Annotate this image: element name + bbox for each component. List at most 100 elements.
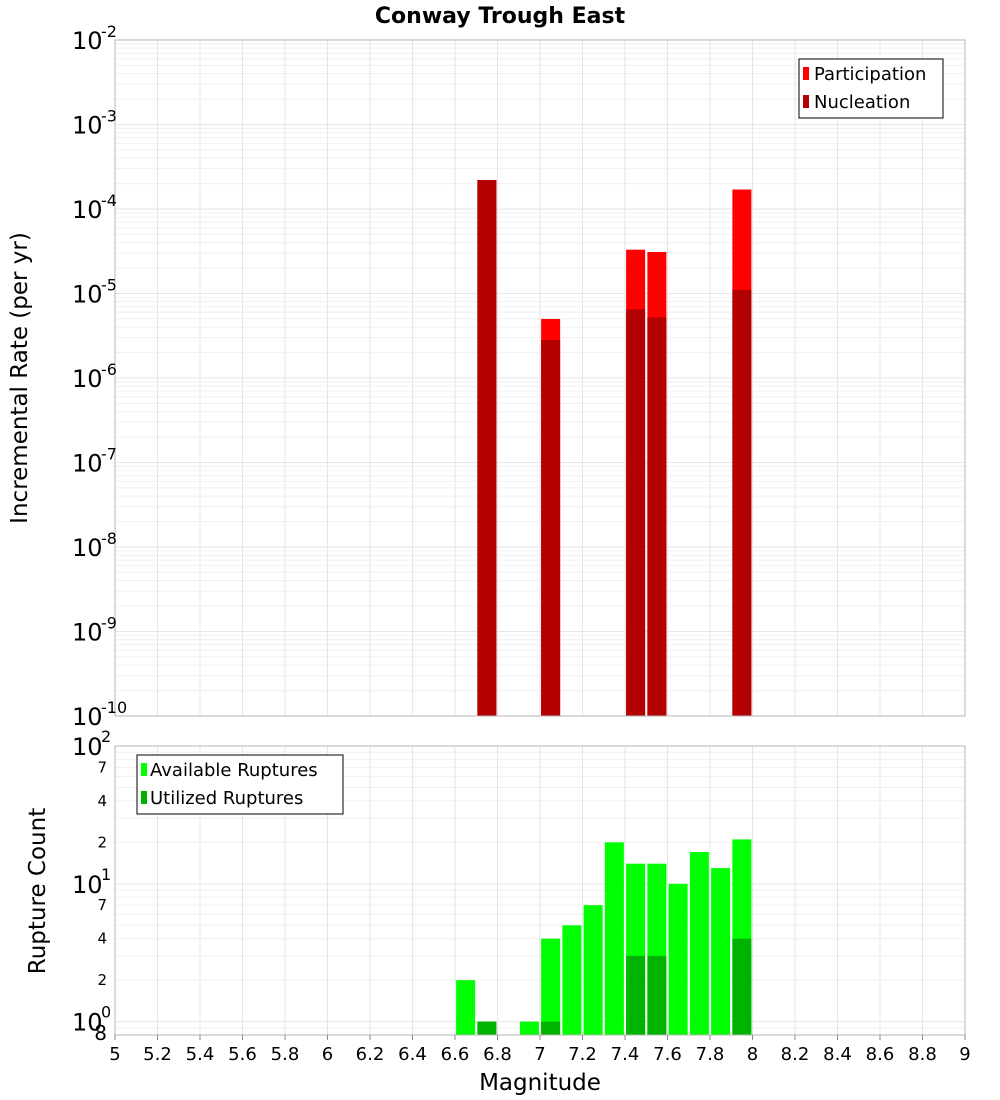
top-y-tick: 10-8 [72,529,117,562]
bar-available-ruptures [711,868,731,1035]
x-ticks: 5 5.2 5.4 5.6 5.8 6 6.2 6.4 6.6 6.8 7 7.2 7.4 7.6 7.8 8… [109,1035,971,1065]
top-y-tick: 10-4 [72,191,117,224]
bottom-y-major-tick: 100 [72,1003,111,1037]
top-y-tick: 10-5 [72,276,117,309]
x-tick-label: 8.8 [908,1044,937,1065]
bar-nucleation [626,309,646,716]
bottom-y-minor-tick-label: 7 [97,758,107,776]
x-tick-label: 7.8 [696,1044,725,1065]
top-y-tick-base: 10 [72,281,103,309]
bottom-y-tick-exponent: 2 [101,727,111,746]
bottom-y-tick-exponent: 0 [101,1003,111,1022]
top-y-tick: 10-10 [72,698,127,731]
chart-title: Conway Trough East [375,4,626,29]
bottom-legend: Available Ruptures Utilized Ruptures [136,754,344,815]
x-tick-label: 7.4 [611,1044,640,1065]
top-y-tick-base: 10 [72,534,103,562]
x-tick-label: 8.6 [866,1044,895,1065]
legend-label-nucleation: Nucleation [814,92,910,113]
x-tick-label: 6.6 [441,1044,470,1065]
top-y-tick: 10-3 [72,107,117,140]
bar-utilized-ruptures [541,1021,561,1035]
top-y-tick-base: 10 [72,112,103,140]
bar-available-ruptures [689,852,709,1035]
bar-utilized-ruptures [732,938,752,1035]
top-y-tick: 10-6 [72,360,117,393]
legend-swatch-participation [803,67,809,80]
bar-available-ruptures [668,883,688,1035]
x-tick-label: 8.4 [823,1044,852,1065]
top-y-tick-base: 10 [72,450,103,478]
bottom-bars [456,839,752,1035]
top-y-tick-exponent: -9 [101,614,117,633]
top-y-tick-base: 10 [72,196,103,224]
legend-label-utilized: Utilized Ruptures [150,788,303,809]
bar-nucleation [732,290,752,716]
x-tick-label: 7.2 [568,1044,597,1065]
bar-nucleation [541,340,561,716]
bar-available-ruptures [583,905,603,1035]
bottom-y-minor-tick-label: 8 [94,1021,107,1045]
bottom-y-minor-tick-label: 2 [97,833,107,851]
top-y-tick-exponent: -6 [101,360,117,379]
top-y-tick: 10-7 [72,445,117,478]
top-y-tick: 10-2 [72,22,117,55]
top-y-tick-exponent: -10 [101,698,127,717]
legend-label-available: Available Ruptures [150,760,318,781]
top-y-tick-exponent: -7 [101,445,117,464]
legend-label-participation: Participation [814,64,926,85]
bar-nucleation [477,180,497,716]
top-y-tick-exponent: -2 [101,22,117,41]
bottom-y-tick-base: 10 [72,1009,103,1037]
top-y-tick-base: 10 [72,703,103,731]
x-tick-label: 5.4 [186,1044,215,1065]
x-tick-label: 6.8 [483,1044,512,1065]
x-tick-label: 8.2 [781,1044,810,1065]
top-grid [114,40,966,717]
bar-utilized-ruptures [477,1021,497,1035]
x-tick-label: 6.2 [356,1044,385,1065]
bar-available-ruptures [456,980,476,1035]
bar-available-ruptures [541,938,561,1035]
bar-available-ruptures [519,1021,539,1035]
top-bars [477,180,752,717]
bar-utilized-ruptures [647,955,667,1035]
bottom-y-tick-base: 10 [72,733,103,761]
x-tick-label: 5.8 [271,1044,300,1065]
x-tick-label: 6.4 [398,1044,427,1065]
legend-swatch-nucleation [803,95,809,108]
x-tick-label: 5 [109,1044,120,1065]
bottom-y-tick-base: 10 [72,871,103,899]
bottom-legend-box [136,754,344,815]
bottom-y-minor-tick-label: 4 [97,930,107,948]
top-y-tick-base: 10 [72,619,103,647]
x-tick-label: 6 [322,1044,333,1065]
top-y-tick-base: 10 [72,27,103,55]
legend-swatch-utilized [141,791,147,804]
bottom-y-minor-tick-label: 2 [97,971,107,989]
x-tick-label: 9 [959,1044,970,1065]
top-y-tick-exponent: -3 [101,107,117,126]
top-y-axis-label: Incremental Rate (per yr) [7,232,33,524]
bottom-y-minor-tick-label: 7 [97,896,107,914]
x-axis-label: Magnitude [479,1070,601,1096]
legend-swatch-available [141,763,147,776]
top-plot-frame [114,39,966,717]
x-tick-label: 8 [747,1044,758,1065]
bottom-y-minor-tick-label: 4 [97,792,107,810]
top-y-tick-exponent: -4 [101,191,117,210]
bottom-y-tick-exponent: 1 [101,865,111,884]
bottom-y-major-tick: 101 [72,865,111,899]
top-y-tick-exponent: -8 [101,529,117,548]
bar-nucleation [647,317,667,716]
x-tick-label: 7.6 [653,1044,682,1065]
x-tick-label: 5.6 [228,1044,257,1065]
top-y-tick: 10-9 [72,614,117,647]
bottom-y-major-tick: 102 [72,727,111,761]
x-tick-label: 5.2 [143,1044,172,1065]
top-legend-box [798,58,944,119]
